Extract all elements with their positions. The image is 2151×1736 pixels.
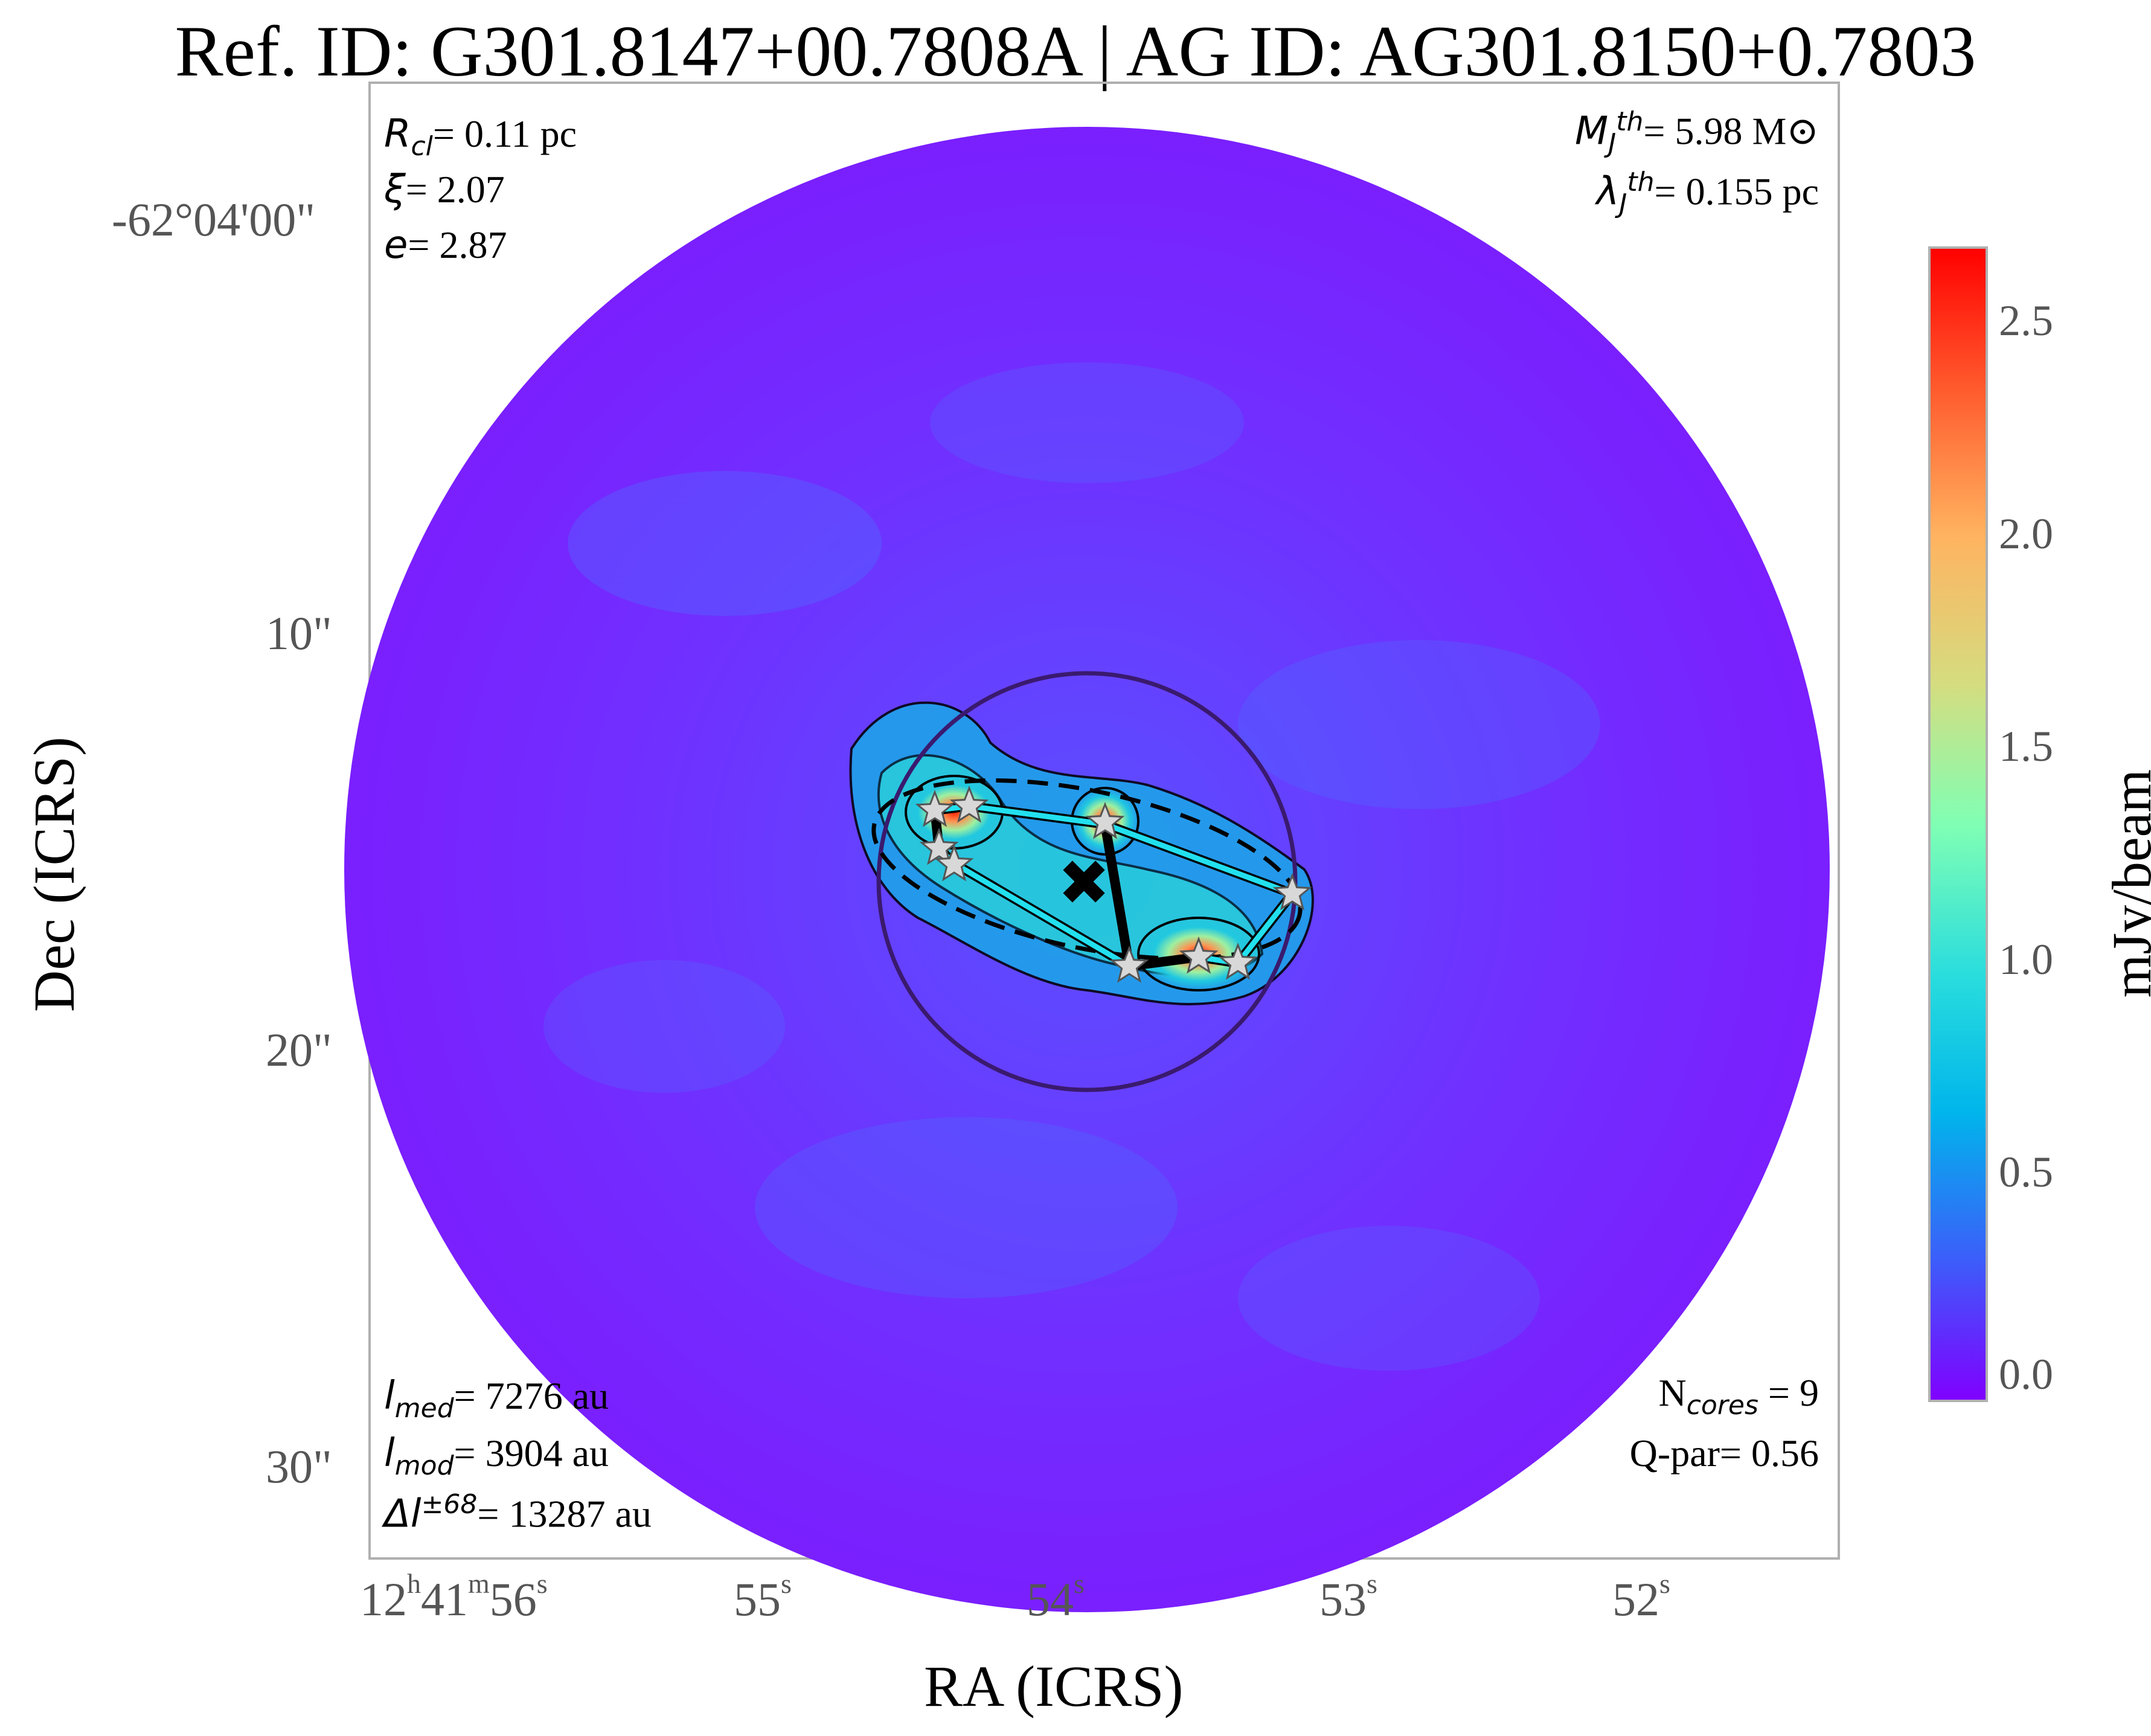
- annotation-rcl: Rcl= 0.11 pc: [384, 112, 577, 162]
- annotation-qpar: Q-par= 0.56: [1629, 1432, 1819, 1475]
- x-tick-2: 54s: [1027, 1568, 1085, 1625]
- core-star-icon: [1218, 942, 1258, 980]
- x-tick-1: 55s: [734, 1568, 792, 1625]
- core-star-icon: [1109, 945, 1149, 983]
- colorbar-tick-15: 1.5: [1999, 722, 2053, 770]
- fit-ellipse: [871, 778, 1303, 961]
- y-tick-2: 20": [266, 1023, 332, 1076]
- core-star-icon: [1179, 936, 1219, 974]
- colorbar-tick-05: 0.5: [1999, 1148, 2053, 1196]
- colorbar-tick-00: 0.0: [1999, 1350, 2053, 1398]
- x-tick-3: 53s: [1319, 1568, 1377, 1625]
- annotation-lmod: lmod= 3904 au: [384, 1431, 609, 1481]
- y-tick-1: 10": [266, 607, 332, 659]
- y-tick-0: -62°04'00": [112, 193, 316, 246]
- colorbar-label: mJy/beam: [2101, 769, 2151, 998]
- annotation-e: e= 2.87: [384, 223, 507, 267]
- x-tick-0: 12h41m56s: [360, 1568, 548, 1625]
- colorbar-tick-25: 2.5: [1999, 296, 2053, 345]
- colorbar-tick-10: 1.0: [1999, 935, 2053, 984]
- y-axis-label: Dec (ICRS): [22, 737, 86, 1012]
- core-star-icon: [1272, 873, 1312, 911]
- emission-texture: [543, 362, 1600, 1371]
- annotation-jeans-mass: MJth= 5.98 M⊙: [1575, 106, 1819, 159]
- annotation-xi: ξ= 2.07: [384, 167, 505, 212]
- core-star-icon: [919, 827, 959, 865]
- main-branch: [1100, 823, 1134, 967]
- colorbar-tick-20: 2.0: [1999, 510, 2053, 558]
- x-axis-label: RA (ICRS): [924, 1654, 1184, 1718]
- annotation-delta-l: Δl±68= 13287 au: [384, 1489, 652, 1537]
- core-markers: [915, 785, 1312, 983]
- figure-title: Ref. ID: G301.8147+00.7808A | AG ID: AG3…: [175, 11, 1976, 91]
- annotation-lmed: lmed= 7276 au: [384, 1374, 609, 1424]
- centroid-cross-icon: [1063, 860, 1105, 903]
- core-star-icon: [1085, 801, 1125, 839]
- core-star-icon: [949, 785, 989, 823]
- annotation-ncores: Ncores = 9: [1658, 1371, 1819, 1421]
- x-tick-4: 52s: [1612, 1568, 1670, 1625]
- core-star-icon: [915, 789, 955, 827]
- core-star-icon: [934, 844, 974, 882]
- annotation-jeans-length: λJth= 0.155 pc: [1596, 167, 1819, 220]
- y-tick-3: 30": [266, 1440, 332, 1493]
- colorbar: [1928, 246, 1988, 1402]
